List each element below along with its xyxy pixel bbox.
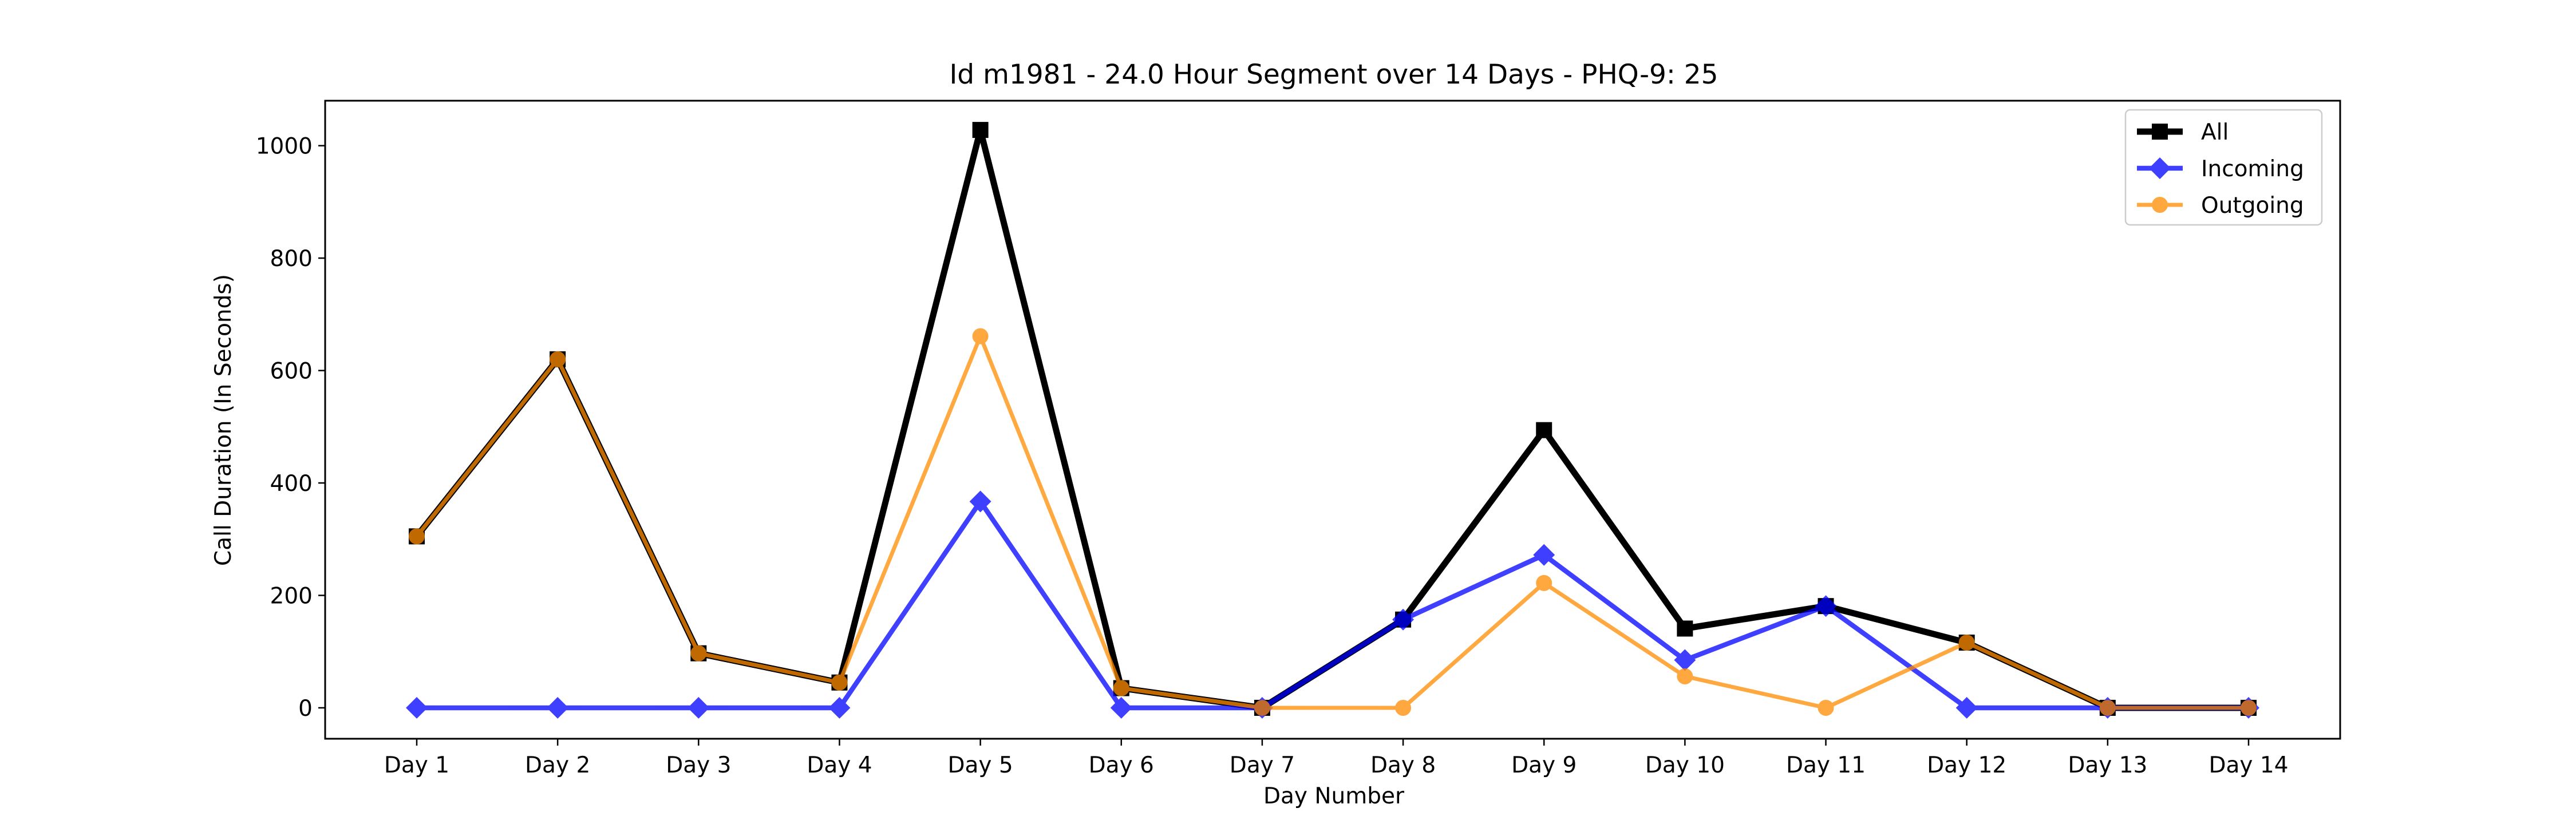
legend-marker-outgoing bbox=[2152, 197, 2168, 213]
x-tick-label: Day 3 bbox=[666, 752, 731, 778]
data-point-all bbox=[1677, 620, 1693, 637]
data-point-outgoing bbox=[1958, 635, 1975, 651]
x-tick-label: Day 6 bbox=[1089, 752, 1154, 778]
legend: All Incoming Outgoing bbox=[2124, 109, 2323, 226]
data-point-outgoing bbox=[972, 328, 989, 344]
x-axis: Day 1 Day 2 Day 3 Day 4 Day 5 Day 6 Day 7 Day 8… bbox=[384, 739, 2289, 778]
legend-entry-outgoing bbox=[2137, 197, 2183, 213]
data-point-all bbox=[972, 122, 989, 138]
y-tick-label: 600 bbox=[270, 359, 313, 385]
data-point-outgoing bbox=[409, 528, 425, 545]
data-point-outgoing bbox=[1113, 680, 1129, 696]
data-point-outgoing bbox=[1254, 699, 1270, 716]
data-point-incoming bbox=[1955, 697, 1978, 719]
data-point-incoming bbox=[547, 697, 569, 719]
y-tick-label: 1000 bbox=[256, 134, 313, 160]
data-point-outgoing bbox=[1536, 575, 1552, 591]
x-tick-label: Day 9 bbox=[1511, 752, 1577, 778]
data-point-incoming bbox=[828, 697, 851, 719]
data-point-outgoing bbox=[2241, 699, 2257, 716]
data-point-incoming bbox=[1392, 608, 1415, 631]
data-point-incoming bbox=[688, 697, 710, 719]
chart-title: Id m1981 - 24.0 Hour Segment over 14 Day… bbox=[949, 59, 1718, 90]
legend-label-outgoing: Outgoing bbox=[2201, 193, 2304, 219]
x-axis-label: Day Number bbox=[1263, 783, 1405, 809]
series-outgoing bbox=[409, 328, 2257, 716]
data-point-outgoing bbox=[1818, 699, 1834, 716]
series-line-all bbox=[414, 126, 2249, 711]
data-point-incoming bbox=[406, 697, 428, 719]
y-axis: 0 200 400 600 800 1000 bbox=[256, 134, 325, 722]
y-tick-label: 200 bbox=[270, 583, 313, 609]
data-point-incoming bbox=[1533, 544, 1555, 566]
legend-label-all: All bbox=[2201, 120, 2229, 145]
x-tick-label: Day 14 bbox=[2208, 752, 2288, 778]
series-incoming bbox=[406, 490, 2259, 719]
data-point-incoming bbox=[1815, 595, 1837, 617]
data-point-outgoing bbox=[2099, 699, 2116, 716]
x-tick-label: Day 2 bbox=[525, 752, 590, 778]
x-tick-label: Day 13 bbox=[2068, 752, 2147, 778]
data-point-outgoing bbox=[1677, 668, 1693, 684]
x-tick-label: Day 11 bbox=[1786, 752, 1866, 778]
data-point-all bbox=[1536, 422, 1552, 438]
legend-entry-all bbox=[2137, 124, 2183, 140]
legend-box bbox=[2124, 109, 2323, 226]
data-point-incoming bbox=[969, 490, 991, 513]
legend-marker-incoming bbox=[2149, 157, 2171, 179]
data-point-incoming bbox=[1110, 697, 1132, 719]
legend-marker-all bbox=[2152, 124, 2168, 140]
x-tick-label: Day 10 bbox=[1645, 752, 1725, 778]
y-tick-label: 800 bbox=[270, 246, 313, 272]
data-point-outgoing bbox=[690, 645, 707, 661]
data-point-outgoing bbox=[1395, 699, 1412, 716]
y-axis-label: Call Duration (In Seconds) bbox=[211, 274, 236, 566]
x-tick-label: Day 12 bbox=[1927, 752, 2006, 778]
y-tick-label: 400 bbox=[270, 471, 313, 497]
series-line-incoming bbox=[417, 499, 2249, 711]
legend-entry-incoming bbox=[2137, 157, 2183, 179]
data-point-outgoing bbox=[831, 674, 848, 691]
y-tick-label: 0 bbox=[298, 696, 313, 722]
legend-label-incoming: Incoming bbox=[2201, 156, 2304, 182]
plot-area bbox=[324, 100, 2341, 740]
plot-frame bbox=[324, 100, 2341, 740]
data-point-outgoing bbox=[550, 351, 566, 367]
x-tick-label: Day 7 bbox=[1230, 752, 1295, 778]
x-tick-label: Day 1 bbox=[384, 752, 449, 778]
x-tick-label: Day 8 bbox=[1370, 752, 1436, 778]
series-line-outgoing bbox=[415, 334, 2249, 710]
x-tick-label: Day 4 bbox=[807, 752, 872, 778]
x-tick-label: Day 5 bbox=[947, 752, 1013, 778]
